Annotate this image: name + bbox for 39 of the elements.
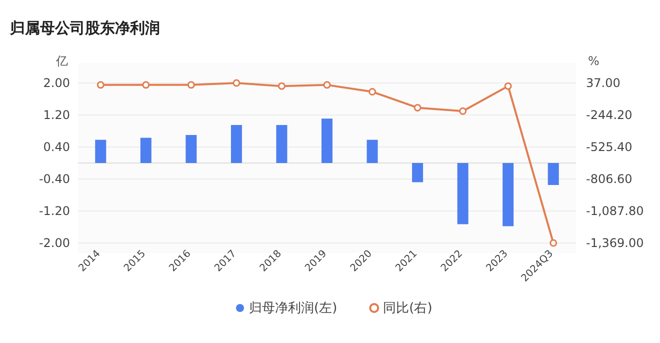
- point: [368, 88, 376, 96]
- y-tick-label: -1.20: [38, 204, 70, 218]
- point: [187, 81, 195, 89]
- y-tick-label: -2.00: [38, 236, 70, 250]
- y2-tick-label: -525.40: [586, 140, 632, 154]
- point: [142, 81, 150, 89]
- y2-tick-label: -1,369.00: [586, 236, 644, 250]
- bar: [412, 163, 424, 182]
- bar: [457, 163, 468, 224]
- point: [96, 81, 104, 89]
- legend-label: 归母净利润(左): [249, 301, 338, 316]
- bar: [95, 140, 106, 163]
- y-tick-label: 2.00: [43, 76, 70, 90]
- bar: [366, 140, 378, 163]
- y-tick-label: 1.20: [43, 108, 70, 122]
- y-axis-title: 亿: [55, 54, 68, 68]
- chart-title: 归属母公司股东净利润: [9, 19, 160, 37]
- legend-label: 同比(右): [383, 301, 432, 316]
- bar: [140, 138, 152, 163]
- point: [414, 104, 422, 112]
- point: [278, 82, 286, 90]
- y2-tick-label: 37.00: [586, 76, 620, 90]
- bar: [276, 125, 288, 163]
- bar: [230, 125, 242, 163]
- bar: [548, 163, 559, 185]
- point: [232, 79, 240, 87]
- y2-tick-label: -1,087.80: [586, 204, 644, 218]
- y2-tick-label: -806.60: [586, 172, 632, 186]
- point: [323, 81, 331, 89]
- point: [504, 82, 512, 90]
- bar: [502, 163, 514, 226]
- y2-axis-title: %: [588, 54, 600, 68]
- point: [459, 107, 467, 115]
- point: [550, 239, 558, 247]
- y-tick-label: -0.40: [38, 172, 70, 186]
- y-tick-label: 0.40: [43, 140, 70, 154]
- y2-tick-label: -244.20: [586, 108, 632, 122]
- bar: [186, 135, 197, 163]
- bar: [322, 118, 332, 163]
